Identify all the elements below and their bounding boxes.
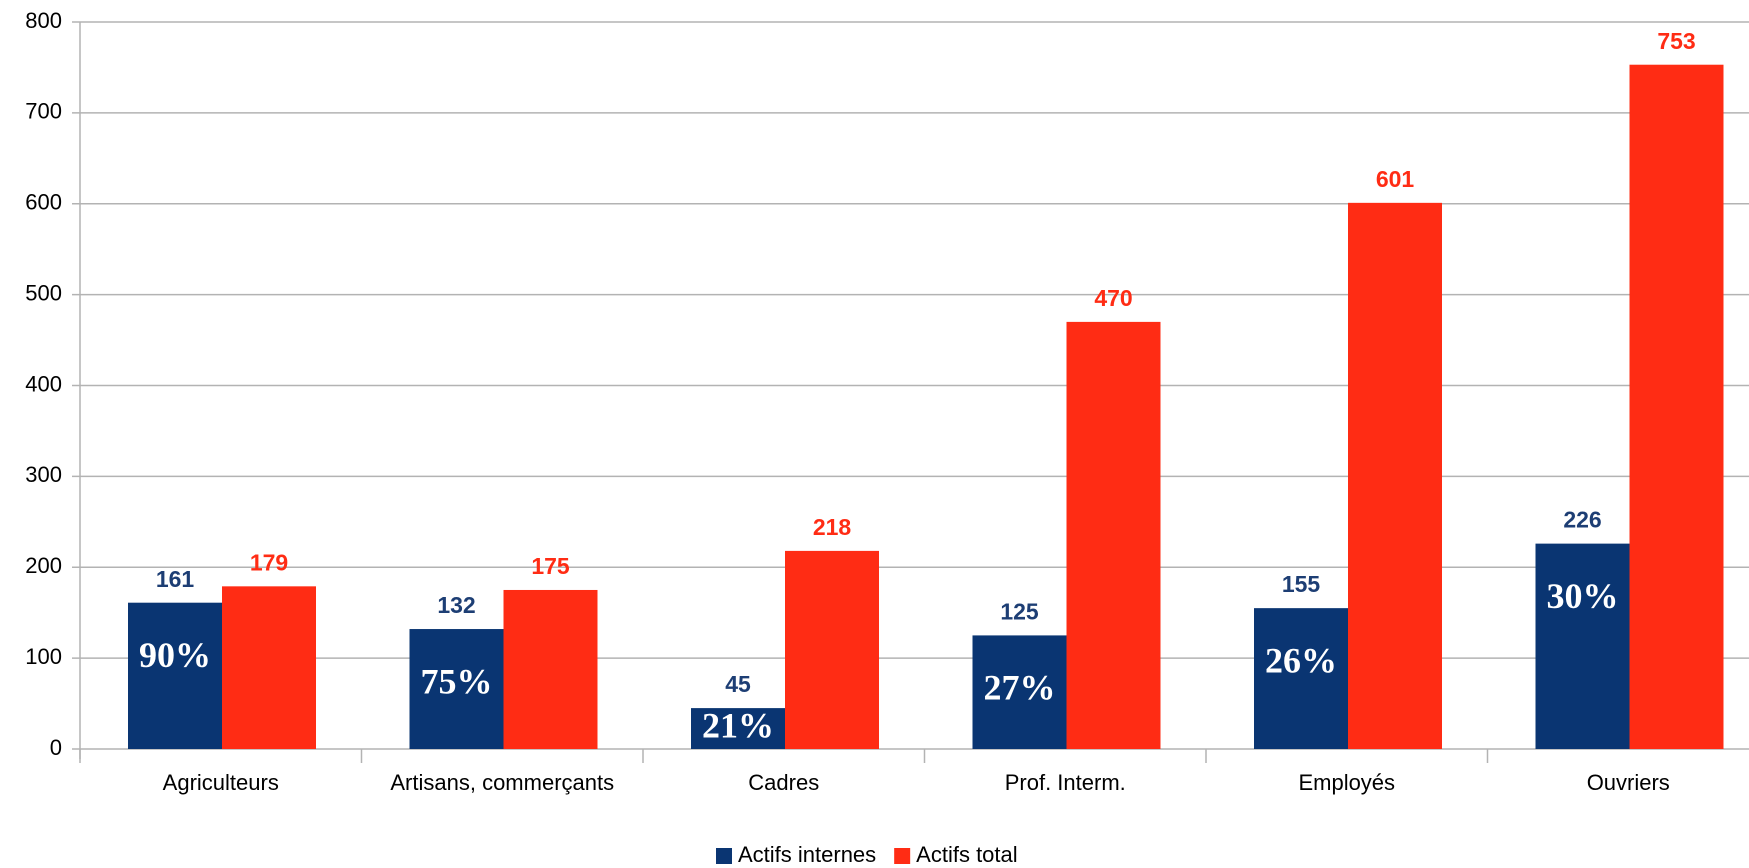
percent-annotation: 21% — [702, 705, 774, 745]
percent-annotation: 26% — [1265, 640, 1337, 680]
percent-annotation: 90% — [139, 635, 211, 675]
y-tick-label: 100 — [25, 644, 62, 669]
y-tick-label: 200 — [25, 553, 62, 578]
value-label: 155 — [1282, 571, 1321, 597]
value-label: 175 — [531, 553, 570, 579]
value-label: 45 — [725, 671, 751, 697]
bar — [691, 708, 785, 749]
value-label: 470 — [1094, 285, 1132, 311]
y-tick-label: 700 — [25, 99, 62, 124]
bar — [128, 602, 222, 749]
y-tick-label: 300 — [25, 462, 62, 487]
bar — [1535, 543, 1630, 749]
bar — [972, 635, 1067, 749]
percent-annotation: 27% — [984, 668, 1056, 708]
value-label: 226 — [1563, 507, 1601, 533]
y-tick-label: 500 — [25, 280, 62, 305]
y-tick-label: 0 — [50, 735, 62, 760]
value-label: 161 — [156, 566, 195, 592]
value-label: 132 — [437, 592, 475, 618]
x-tick-label: Cadres — [748, 770, 819, 795]
y-tick-label: 400 — [25, 371, 62, 396]
bar — [222, 586, 316, 749]
x-tick-label: Artisans, commerçants — [390, 770, 614, 795]
legend-label: Actifs total — [916, 842, 1017, 867]
bar — [1066, 321, 1161, 749]
bar — [1254, 608, 1348, 749]
percent-annotation: 30% — [1547, 576, 1619, 616]
bar — [1348, 202, 1442, 749]
value-label: 753 — [1657, 28, 1695, 54]
value-label: 218 — [813, 514, 852, 540]
y-tick-label: 800 — [25, 8, 62, 33]
x-tick-label: Prof. Interm. — [1005, 770, 1126, 795]
bar — [409, 629, 504, 749]
y-tick-label: 600 — [25, 190, 62, 215]
legend-label: Actifs internes — [738, 842, 876, 867]
bar — [785, 550, 879, 749]
percent-annotation: 75% — [421, 661, 493, 701]
value-label: 179 — [250, 549, 288, 575]
legend-swatch — [716, 848, 732, 864]
legend-swatch — [894, 848, 911, 864]
x-tick-label: Agriculteurs — [163, 770, 279, 795]
value-label: 601 — [1376, 166, 1415, 192]
bar — [1629, 64, 1724, 750]
x-tick-label: Employés — [1298, 770, 1395, 795]
bar — [503, 589, 598, 749]
x-tick-label: Ouvriers — [1587, 770, 1670, 795]
value-label: 125 — [1000, 598, 1039, 624]
